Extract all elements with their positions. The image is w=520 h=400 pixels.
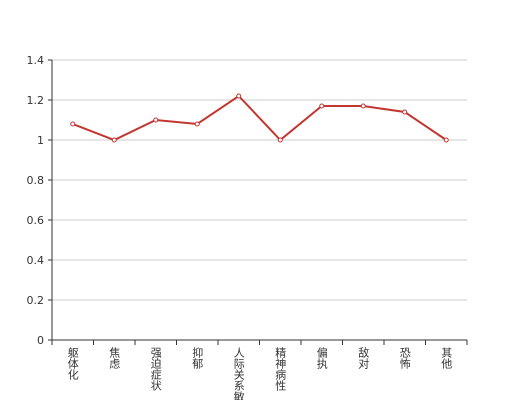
x-tick-label: 其他 bbox=[440, 347, 453, 369]
y-tick-label: 0.6 bbox=[27, 214, 45, 227]
point bbox=[111, 137, 117, 143]
point bbox=[360, 103, 366, 109]
y-tick-label: 0 bbox=[37, 334, 44, 347]
point bbox=[236, 93, 242, 99]
x-tick-label: 抑郁 bbox=[191, 346, 204, 369]
y-tick-label: 0.4 bbox=[27, 254, 45, 267]
line bbox=[72, 94, 447, 142]
point bbox=[153, 117, 159, 123]
point bbox=[402, 109, 408, 115]
y-tick-label: 1.4 bbox=[27, 54, 45, 67]
x-tick-label: 人际关系敏感 bbox=[232, 347, 245, 400]
point bbox=[319, 103, 325, 109]
x-tick-label: 躯体化 bbox=[66, 347, 79, 381]
x-tick-label: 恐怖 bbox=[398, 347, 411, 369]
point bbox=[70, 121, 76, 127]
x-tick-label: 敌对 bbox=[357, 346, 370, 369]
x-tick-label: 偏执 bbox=[315, 346, 328, 370]
y-tick-label: 1.2 bbox=[27, 94, 45, 107]
y-tick-label: 0.8 bbox=[27, 174, 45, 187]
point bbox=[194, 121, 200, 127]
x-tick-label: 焦虑 bbox=[108, 347, 121, 369]
point bbox=[443, 137, 449, 143]
x-tick-label: 强迫症状 bbox=[149, 347, 162, 391]
point bbox=[277, 137, 283, 143]
y-tick-label: 1 bbox=[37, 134, 44, 147]
x-tick-label: 精神病性 bbox=[274, 347, 287, 392]
y-tick-label: 0.2 bbox=[27, 294, 45, 307]
